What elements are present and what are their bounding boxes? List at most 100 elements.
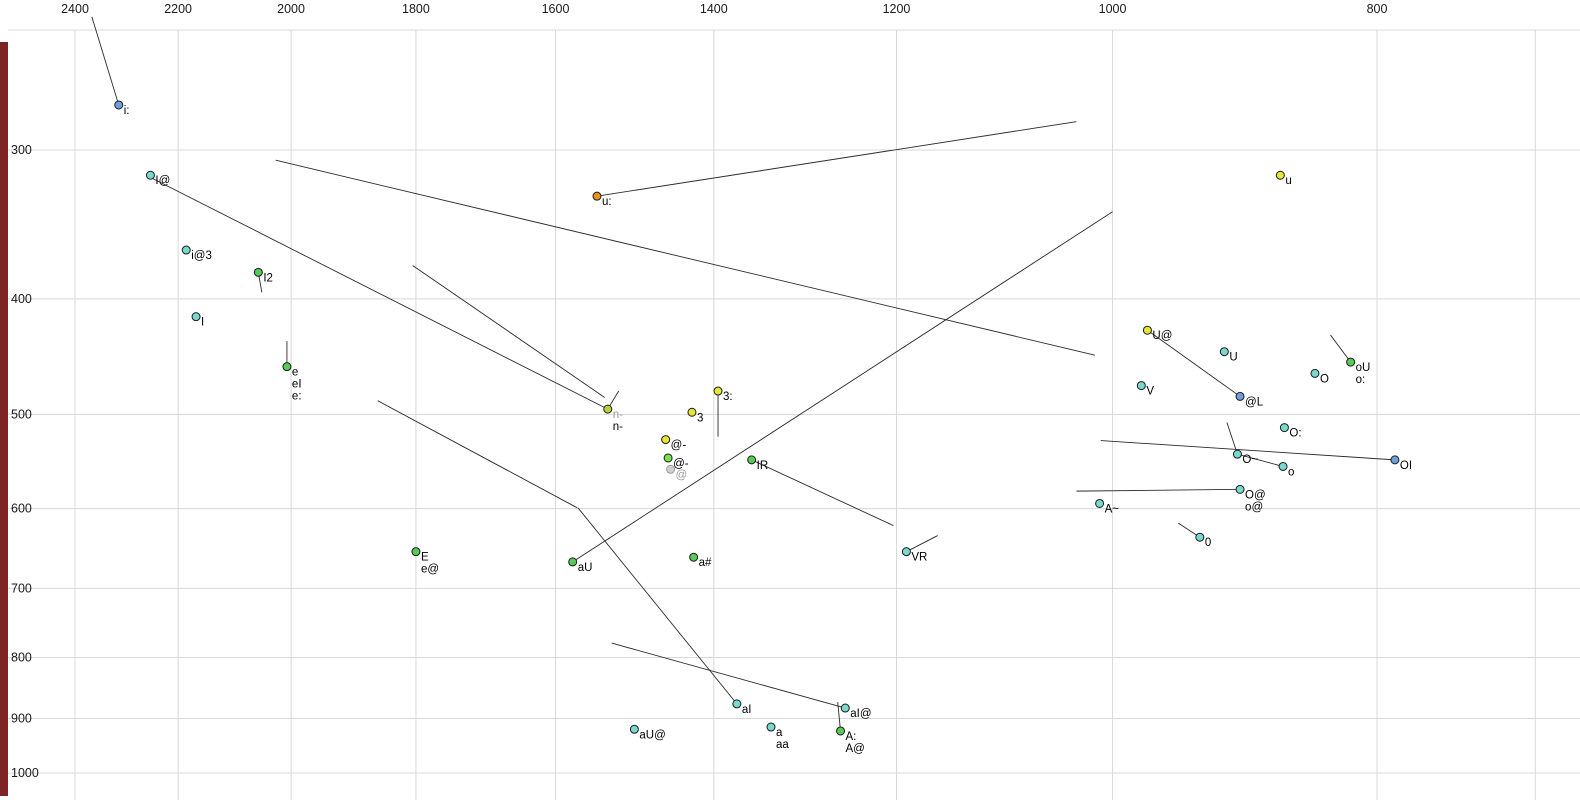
trajectory-line (906, 535, 938, 553)
trajectory-line (1330, 334, 1351, 363)
trajectory-line (1226, 422, 1238, 455)
vowel-point (1232, 449, 1242, 459)
vowel-label: I2 (263, 272, 273, 284)
vowel-point (1390, 455, 1400, 465)
y-tick-label: 600 (11, 502, 32, 516)
trajectory-line (751, 459, 894, 527)
x-tick-label: 1000 (1099, 2, 1127, 16)
vowel-point (661, 435, 671, 445)
vowel-point (1310, 368, 1320, 378)
trajectory-line (275, 159, 1096, 356)
vowel-point (732, 699, 742, 709)
y-tick-label: 500 (11, 407, 32, 421)
vowel-point (282, 362, 292, 372)
y-tick-label: 900 (11, 711, 32, 725)
vowel-point (411, 547, 421, 557)
vowel-label: o (1288, 466, 1294, 478)
vowel-label: E (421, 552, 429, 564)
x-tick-label: 1600 (542, 2, 570, 16)
vowel-label: I (201, 317, 204, 329)
vowel-point (191, 312, 201, 322)
vowel-label: IR (757, 460, 769, 472)
trajectory-line (377, 400, 578, 509)
vowel-point (901, 547, 911, 557)
vowel-label: O: (1289, 428, 1301, 440)
vowel-label: a# (699, 557, 712, 569)
trajectory-line (1076, 488, 1241, 492)
trajectory-line (577, 507, 738, 705)
vowel-label: A~ (1105, 503, 1120, 515)
x-tick-label: 2400 (61, 2, 89, 16)
vowel-label: O (1320, 373, 1329, 385)
vowel-label: 0 (1205, 537, 1211, 549)
vowel-point (592, 191, 602, 201)
x-tick-label: 1800 (402, 2, 430, 16)
trajectory-line (596, 121, 1077, 197)
vowel-label: e (292, 367, 298, 379)
x-tick-label: 2000 (277, 2, 305, 16)
y-tick-label: 300 (11, 143, 32, 157)
vowel-point (836, 726, 846, 736)
vowel-point (629, 724, 639, 734)
vowel-label: O~ (1242, 454, 1258, 466)
vowel-label: A: (846, 731, 857, 743)
left-edge-bar (0, 42, 8, 796)
vowel-label: aI (742, 704, 752, 716)
vowel-point (1195, 532, 1205, 542)
x-tick-label: 2200 (164, 2, 192, 16)
vowel-point (253, 267, 263, 277)
vowel-point (713, 386, 723, 396)
vowel-point (568, 557, 578, 567)
vowel-label: O@ (1245, 489, 1266, 501)
vowel-label: aU@ (639, 729, 665, 741)
vowel-point (114, 100, 124, 110)
vowel-point (1275, 170, 1285, 180)
vowel-point (1095, 498, 1105, 508)
vowel-label: n- (613, 409, 623, 421)
vowel-label: V (1146, 386, 1154, 398)
vowel-label: e: (292, 391, 302, 403)
vowel-label: I@ (155, 175, 170, 187)
vowel-label: aI@ (850, 708, 871, 720)
trajectory-line (611, 642, 846, 709)
vowel-label: aa (776, 739, 789, 751)
vowel-label: VR (911, 552, 927, 564)
vowel-label: eI (292, 379, 302, 391)
trajectory-line (1237, 453, 1284, 467)
vowel-point (689, 552, 699, 562)
y-tick-label: 400 (11, 292, 32, 306)
vowel-label: n- (613, 421, 623, 433)
vowel-point (181, 245, 191, 255)
vowel-point (1278, 461, 1288, 471)
vowel-point (663, 453, 673, 463)
vowel-label: 3: (723, 391, 733, 403)
vowel-label: o: (1356, 374, 1366, 386)
vowel-point (145, 170, 155, 180)
vowel-point (840, 703, 850, 713)
vowel-point (1142, 325, 1152, 335)
vowel-label: aU (578, 562, 593, 574)
x-tick-label: 1200 (883, 2, 911, 16)
y-tick-label: 700 (11, 581, 32, 595)
vowel-label: U (1229, 352, 1237, 364)
vowel-label: a (776, 727, 783, 739)
vowel-point (1235, 391, 1245, 401)
vowel-point (666, 464, 676, 474)
vowel-label: oU (1356, 362, 1371, 374)
vowel-point (766, 722, 776, 732)
vowel-point (1136, 381, 1146, 391)
vowel-label: e@ (421, 564, 439, 576)
vowel-point (747, 455, 757, 465)
vowel-label: @ (676, 469, 688, 481)
vowel-label: 3 (697, 412, 703, 424)
trajectory-line (837, 702, 841, 732)
trajectory-line (91, 16, 120, 106)
vowel-point (1219, 347, 1229, 357)
vowel-label: A@ (846, 743, 865, 755)
y-tick-label: 800 (11, 651, 32, 665)
vowel-label: u (1285, 175, 1291, 187)
trajectory-line (572, 211, 1113, 563)
vowel-point (687, 407, 697, 417)
